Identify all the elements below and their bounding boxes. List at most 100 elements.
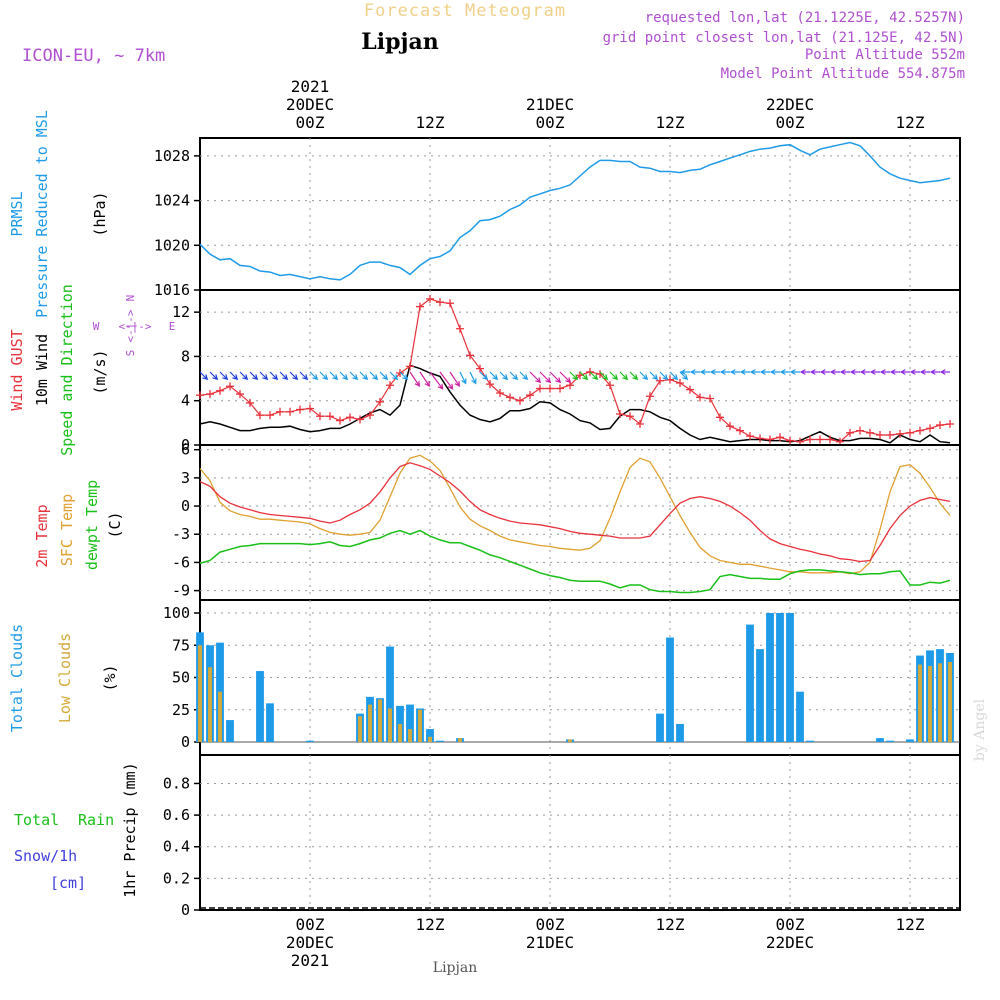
gust-marker (616, 410, 624, 418)
gust-marker (546, 384, 554, 393)
wind-arrow (529, 371, 542, 384)
wind-panel: 0 4 8 12 Wind GUST 10m Wind Speed and Directio… (8, 284, 961, 456)
wind-arrow (779, 369, 790, 375)
wind-arrow (599, 371, 609, 381)
total-cloud-bar (266, 703, 274, 742)
y-tick-label: 6 (181, 441, 190, 459)
bottom-date-label: 21DEC (526, 933, 574, 952)
wind-arrow (219, 371, 229, 381)
temp-unit: (C) (106, 511, 124, 538)
gust-marker (526, 391, 534, 400)
wind-arrow (229, 371, 239, 381)
top-date-label: 22DEC (766, 95, 814, 114)
gust-marker (646, 392, 654, 401)
low-cloud-bar (358, 716, 362, 742)
wind-arrow (249, 371, 259, 381)
gust-marker (856, 426, 864, 435)
y-tick-label: 8 (181, 347, 190, 365)
wind-frame (199, 289, 961, 446)
wind-arrow (269, 371, 279, 381)
total-cloud-bar (256, 671, 264, 742)
wind-arrow (649, 371, 659, 381)
gust-marker (316, 412, 324, 421)
y-tick-label: 0 (181, 733, 190, 751)
top-date-label: 20DEC (286, 95, 334, 114)
gust-marker (386, 381, 394, 390)
y-tick-label: 50 (172, 669, 190, 687)
low-cloud-bar (218, 691, 222, 742)
wind-arrow (289, 371, 299, 381)
y-tick-label: 0.8 (163, 774, 190, 792)
wind-arrow (899, 369, 910, 375)
gust-marker (296, 405, 304, 414)
total-cloud-bar (876, 738, 884, 742)
wind-arrow (799, 369, 810, 375)
wind-arrow (469, 371, 477, 385)
wind-arrow (499, 371, 509, 381)
point-altitude: Point Altitude 552m (805, 47, 965, 63)
y-tick-label: -9 (172, 582, 190, 600)
wind-arrow (399, 371, 409, 381)
total-cloud-label: Total Clouds (8, 624, 26, 732)
subtitle: Forecast Meteogram (364, 1, 566, 21)
gust-marker (396, 369, 404, 378)
wind-arrow (919, 369, 930, 375)
gust-marker (896, 429, 904, 438)
y-tick-label: 1028 (154, 147, 190, 165)
snow-unit: [cm] (50, 874, 86, 892)
wind-arrow (679, 369, 690, 375)
prmsl-line (199, 141, 951, 281)
gust-marker (736, 426, 744, 435)
sfc-label: SFC Temp (58, 494, 76, 566)
total-cloud-bar (776, 613, 784, 742)
gust-marker (866, 428, 874, 437)
top-date-label: 21DEC (526, 95, 574, 114)
gust-marker (946, 419, 954, 428)
y-tick-label: 3 (181, 469, 190, 487)
total-cloud-bar (806, 740, 814, 742)
gust-marker (776, 433, 784, 442)
wind-arrow (309, 371, 319, 381)
y-tick-label: 0 (181, 436, 190, 454)
model-altitude: Model Point Altitude 554.875m (721, 66, 965, 82)
bottom-time-label: 12Z (656, 915, 685, 934)
wind-arrow (889, 369, 900, 375)
wind-arrow (789, 369, 800, 375)
gridpoint-coords: grid point closest lon,lat (21.125E, 42.… (603, 30, 965, 46)
gust-marker (206, 390, 214, 399)
y-tick-label: 4 (181, 392, 190, 410)
gust-marker (756, 434, 764, 443)
gust-marker (876, 431, 884, 440)
total-cloud-bar (656, 713, 664, 742)
wind-arrow (429, 371, 444, 390)
compass-south: S (124, 350, 137, 357)
gust-marker (676, 379, 684, 387)
wind-arrow (449, 371, 461, 388)
top-time-label: 00Z (296, 113, 325, 132)
total-cloud-bar (766, 613, 774, 742)
total-cloud-bar (756, 649, 764, 742)
wind-arrow (369, 371, 379, 381)
wind-unit: (m/s) (91, 349, 109, 394)
top-time-label: 00Z (776, 113, 805, 132)
compass-east: E (169, 320, 176, 333)
gust-marker (766, 435, 774, 444)
gust-marker (926, 424, 934, 433)
y-tick-label: 25 (172, 701, 190, 719)
bottom-time-label: 00Z (536, 915, 565, 934)
gust-marker (356, 415, 364, 424)
pressure-unit: (hPa) (91, 191, 109, 236)
y-tick-label: 0 (181, 497, 190, 515)
low-cloud-bar (198, 645, 202, 742)
footer-location: Lipjan (433, 960, 477, 976)
y-tick-label: 0.6 (163, 806, 190, 824)
wind-arrow (239, 371, 249, 381)
precip-frame (199, 754, 961, 911)
y-tick-label: -6 (172, 553, 190, 571)
wind-arrow (809, 369, 820, 375)
watermark: by Angel (972, 698, 988, 761)
gust-marker (306, 404, 314, 413)
low-cloud-bar (398, 723, 402, 742)
gust-marker (216, 386, 224, 395)
